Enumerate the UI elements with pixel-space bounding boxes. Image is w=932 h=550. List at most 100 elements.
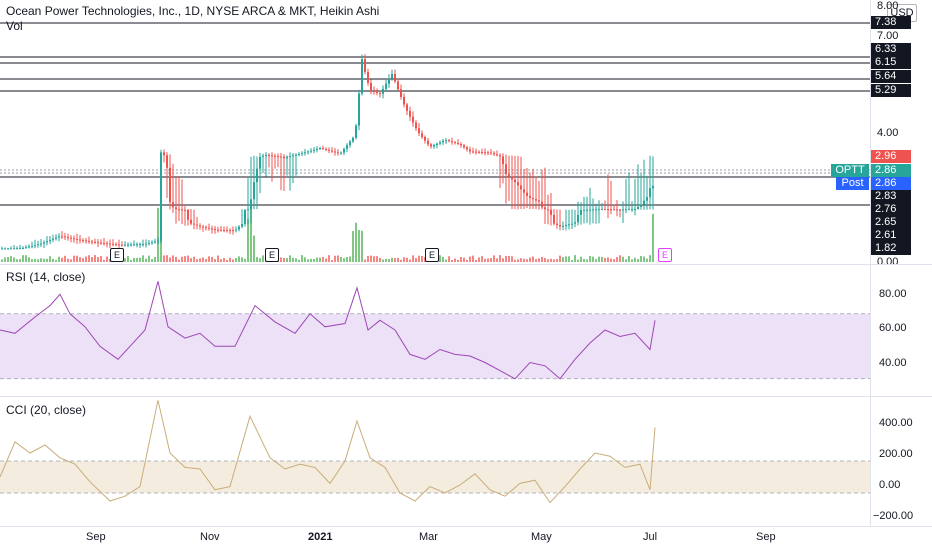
candle-body	[307, 151, 309, 153]
candle-body	[253, 182, 255, 200]
price-level-label: 1.82	[871, 242, 911, 255]
volume-bar	[502, 258, 504, 262]
volume-bar	[64, 255, 66, 262]
candle-body	[454, 142, 456, 144]
volume-bar	[508, 255, 510, 262]
volume-bar	[415, 258, 417, 262]
candle-body	[190, 219, 192, 224]
candle-body	[235, 229, 237, 231]
candle-body	[103, 242, 105, 244]
volume-bar	[340, 256, 342, 262]
price-tick-8: 8.00	[877, 0, 899, 12]
candle-body	[100, 242, 102, 244]
volume-bar	[37, 259, 39, 262]
volume-bar	[478, 257, 480, 262]
volume-bar	[403, 257, 405, 262]
candle-body	[469, 149, 471, 152]
volume-bar	[166, 255, 168, 262]
volume-bar	[58, 256, 60, 262]
volume-bar	[142, 255, 144, 262]
volume-bar	[205, 259, 207, 262]
rsi-chart[interactable]	[0, 265, 932, 395]
candle-body	[271, 155, 273, 157]
volume-bar	[169, 257, 171, 262]
volume-bar	[313, 258, 315, 262]
volume-bar	[571, 259, 573, 262]
candle-body	[241, 224, 243, 227]
volume-bar	[193, 256, 195, 262]
volume-bar	[592, 256, 594, 262]
volume-bar	[31, 259, 33, 262]
volume-bar	[181, 256, 183, 262]
volume-bar	[364, 259, 366, 262]
candle-body	[61, 236, 63, 238]
time-label-may: May	[531, 531, 552, 543]
volume-bar	[325, 258, 327, 262]
candle-body	[436, 143, 438, 145]
cci-label: CCI (20, close)	[6, 403, 87, 417]
post-tag[interactable]: Post	[836, 177, 869, 190]
volume-bar	[640, 255, 642, 262]
volume-bar	[175, 256, 177, 262]
cci-chart[interactable]	[0, 397, 932, 525]
candle-body	[154, 241, 156, 243]
candle-body	[118, 244, 120, 246]
candle-body	[355, 125, 357, 138]
candle-body	[364, 59, 366, 73]
volume-bar	[574, 255, 576, 262]
price-level-label: 2.83	[871, 190, 911, 203]
candle-body	[445, 140, 447, 142]
candle-body	[169, 167, 171, 203]
volume-bar	[421, 256, 423, 262]
candle-body	[34, 245, 36, 247]
candle-body	[202, 226, 204, 228]
candle-body	[229, 230, 231, 232]
candle-body	[295, 154, 297, 156]
cci-tick-200: 200.00	[879, 448, 913, 460]
volume-bar	[319, 257, 321, 262]
volume-bar	[190, 258, 192, 262]
candle-body	[514, 179, 516, 183]
candle-body	[451, 141, 453, 143]
earnings-marker-1[interactable]: E	[110, 248, 124, 262]
candle-body	[160, 152, 162, 241]
candle-body	[31, 245, 33, 247]
candle-body	[172, 202, 174, 208]
candle-body	[106, 243, 108, 245]
candle-body	[532, 197, 534, 200]
candle-body	[460, 143, 462, 146]
time-label-2021: 2021	[308, 531, 333, 543]
earnings-marker-3[interactable]: E	[425, 248, 439, 262]
volume-bar	[373, 256, 375, 262]
candle-body	[220, 229, 222, 231]
candle-body	[403, 96, 405, 105]
volume-bar	[100, 256, 102, 262]
candle-body	[649, 188, 651, 198]
volume-bar	[55, 259, 57, 262]
price-chart[interactable]	[0, 0, 932, 264]
earnings-marker-upcoming[interactable]: E	[658, 248, 672, 262]
candle-body	[448, 140, 450, 142]
candle-body	[487, 152, 489, 154]
earnings-marker-2[interactable]: E	[265, 248, 279, 262]
candle-body	[310, 150, 312, 152]
candle-body	[490, 152, 492, 154]
volume-bar	[253, 235, 255, 262]
symbol-tag[interactable]: OPTT	[831, 164, 869, 177]
candle-body	[16, 248, 18, 250]
horizontal-levels	[0, 22, 870, 206]
price-level-label: 5.64	[871, 70, 911, 83]
candle-body	[400, 89, 402, 97]
candle-body	[286, 156, 288, 159]
candle-body	[574, 222, 576, 224]
volume-bar	[292, 257, 294, 262]
cci-tick-400: 400.00	[879, 417, 913, 429]
candle-body	[289, 156, 291, 158]
candle-body	[592, 209, 594, 211]
candle-body	[637, 206, 639, 209]
pane-separator-1	[0, 264, 932, 265]
rsi-tick-60: 60.00	[879, 322, 907, 334]
candle-body	[616, 209, 618, 211]
candle-body	[247, 209, 249, 211]
rsi-band	[0, 313, 870, 379]
